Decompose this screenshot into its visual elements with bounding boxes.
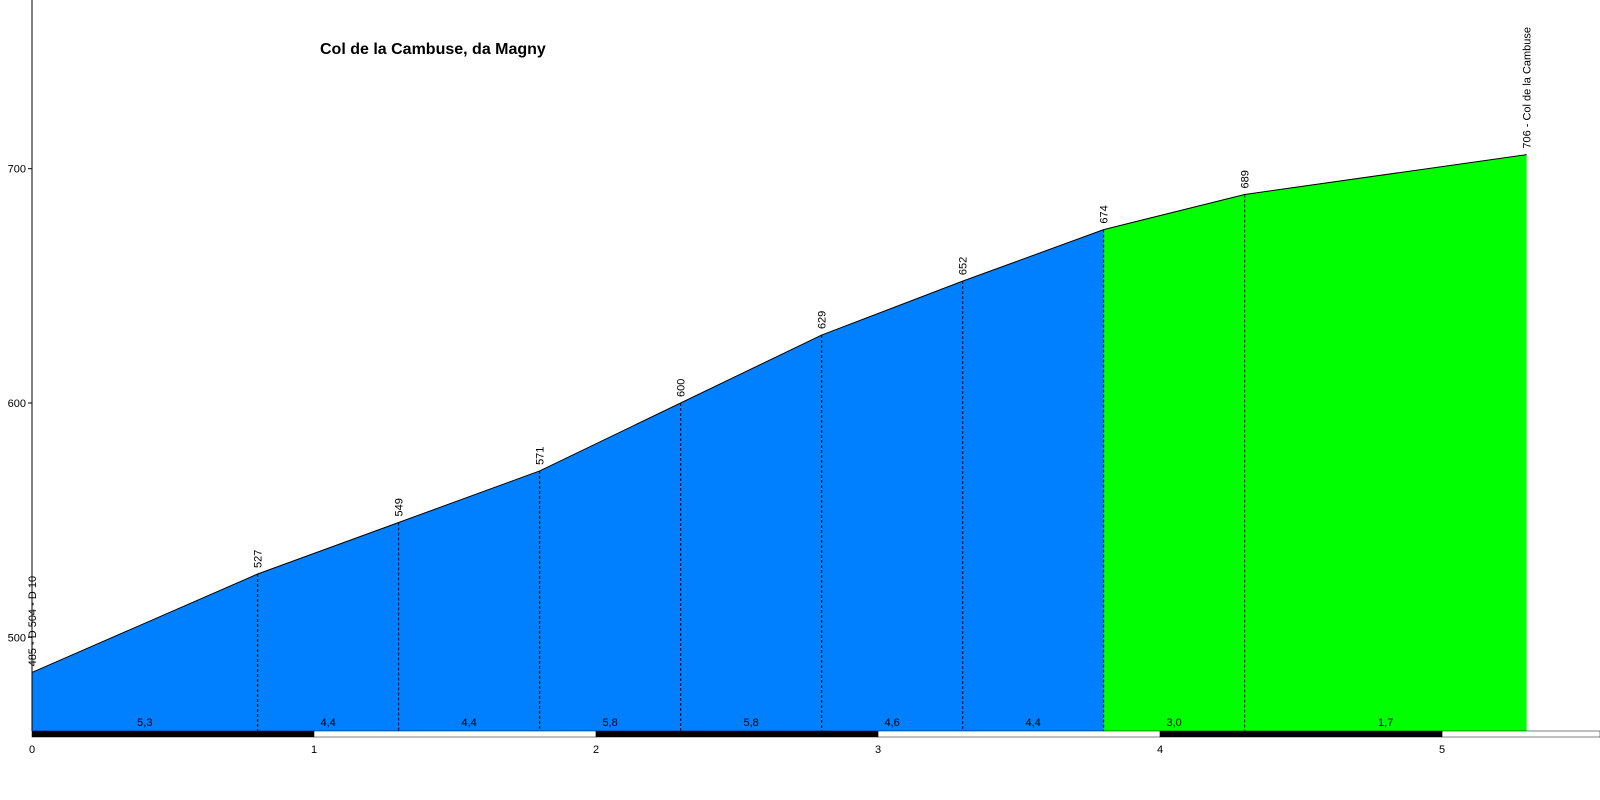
gradient-label: 3,0 (1167, 717, 1182, 729)
point-label: 571 (535, 447, 547, 465)
gradient-label: 5,3 (137, 717, 152, 729)
point-label: 689 (1240, 170, 1252, 188)
y-tick-label: 700 (8, 164, 26, 176)
point-label: 674 (1099, 205, 1111, 223)
segment (1103, 194, 1245, 732)
scale-stripe (877, 730, 1161, 738)
gradient-label: 4,4 (461, 717, 476, 729)
x-tick-label: 4 (1157, 744, 1163, 756)
scale-stripe (1159, 730, 1443, 738)
point-label: 652 (958, 257, 970, 275)
y-tick-label: 500 (8, 632, 26, 644)
point-label: 485 - D 504 - D 10 (27, 576, 39, 667)
point-label: 706 - Col de la Cambuse (1522, 27, 1534, 149)
y-tick-label: 600 (8, 398, 26, 410)
segment (962, 229, 1104, 731)
segment (257, 522, 399, 731)
scale-stripe (313, 730, 597, 738)
gradient-label: 4,4 (1026, 717, 1041, 729)
point-label: 600 (676, 379, 688, 397)
segment (398, 470, 540, 731)
x-tick-label: 0 (29, 744, 35, 756)
scale-stripe (31, 730, 315, 738)
point-label: 527 (253, 550, 265, 568)
segment (821, 281, 963, 731)
point-label: 629 (817, 311, 829, 329)
gradient-label: 5,8 (743, 717, 758, 729)
gradient-label: 4,6 (884, 717, 899, 729)
segment (680, 335, 822, 731)
profile-line (31, 154, 1527, 673)
x-tick-label: 1 (311, 744, 317, 756)
gradient-label: 1,7 (1378, 717, 1393, 729)
point-label: 549 (394, 498, 406, 516)
x-tick-label: 5 (1439, 744, 1445, 756)
scale-stripe (595, 730, 879, 738)
gradient-label: 4,4 (320, 717, 335, 729)
scale-stripe (1441, 730, 1600, 738)
segment (539, 402, 681, 731)
segment (1244, 154, 1527, 731)
x-tick-label: 3 (875, 744, 881, 756)
segment (32, 574, 258, 731)
chart-title: Col de la Cambuse, da Magny (320, 41, 546, 58)
gradient-label: 5,8 (602, 717, 617, 729)
x-tick-label: 2 (593, 744, 599, 756)
